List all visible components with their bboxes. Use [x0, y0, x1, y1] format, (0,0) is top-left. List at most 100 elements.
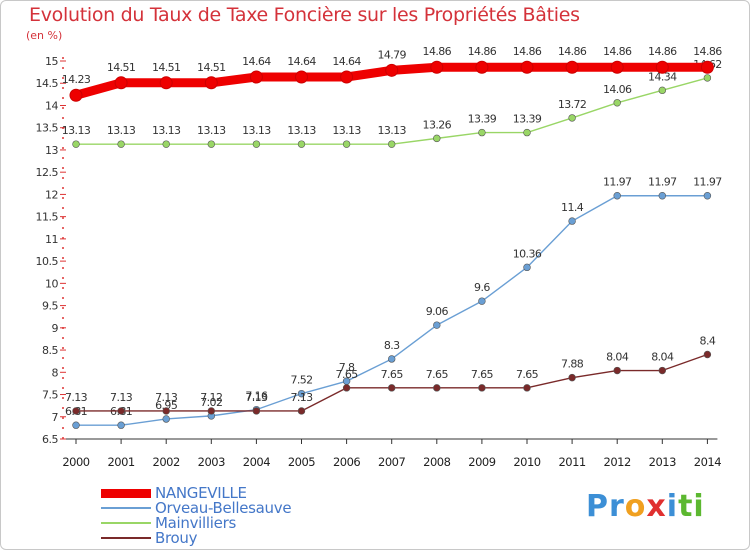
data-label: 11.97	[648, 176, 677, 189]
data-point	[478, 128, 486, 137]
data-point	[433, 134, 441, 143]
data-label: 10.36	[513, 247, 542, 260]
data-point	[658, 86, 666, 95]
unit-label: (en %)	[26, 29, 63, 42]
proxiti-logo: Proxiti	[586, 489, 705, 524]
data-point	[478, 297, 486, 305]
data-point	[162, 140, 170, 148]
data-label: 13.13	[242, 124, 271, 137]
data-point	[523, 384, 531, 392]
data-label: 14.86	[558, 45, 587, 58]
data-label: 14.51	[107, 61, 136, 74]
y-tick-label: 9.5	[42, 300, 58, 313]
data-label: 7.13	[155, 391, 178, 404]
y-tick-label: 11	[45, 233, 58, 246]
data-point	[72, 421, 80, 429]
x-tick-label: 2001	[107, 455, 134, 469]
data-label: 7.65	[471, 368, 494, 381]
legend-swatch	[101, 507, 151, 509]
data-label: 14.23	[62, 73, 91, 86]
data-point	[388, 355, 396, 363]
data-label: 11.97	[603, 176, 632, 189]
x-tick-label: 2014	[694, 455, 721, 469]
data-label: 14.64	[242, 55, 271, 68]
y-tick-label: 10	[45, 277, 58, 290]
y-tick-label: 15	[45, 55, 58, 68]
y-tick-label: 11.5	[36, 211, 59, 224]
data-label: 14.86	[423, 45, 452, 58]
data-label: 7.65	[336, 368, 359, 381]
data-label: 7.13	[110, 391, 133, 404]
data-label: 6.95	[155, 399, 178, 412]
y-tick-label: 14	[45, 99, 58, 112]
data-label: 9.06	[426, 305, 449, 318]
y-tick-label: 13.5	[36, 122, 59, 135]
legend-label: Mainvilliers	[155, 514, 236, 532]
logo-letter: t	[678, 489, 694, 524]
x-tick-label: 2009	[468, 455, 495, 469]
x-tick-label: 2011	[558, 455, 585, 469]
legend-item: Orveau-Bellesauve	[101, 499, 361, 517]
data-point	[204, 76, 218, 90]
data-label: 14.51	[197, 61, 226, 74]
legend-label: NANGEVILLE	[155, 484, 247, 502]
data-point	[523, 263, 531, 272]
data-point	[433, 321, 441, 329]
y-tick-label: 10.5	[36, 255, 59, 268]
data-point	[162, 407, 170, 415]
data-point	[658, 192, 666, 200]
data-label: 7.52	[290, 374, 312, 387]
data-label: 14.64	[287, 55, 316, 68]
data-label: 7.88	[561, 358, 584, 371]
data-label: 7.65	[516, 368, 539, 381]
data-label: 13.39	[513, 113, 542, 126]
data-point	[655, 60, 669, 74]
data-point	[703, 192, 712, 200]
data-point	[565, 60, 579, 74]
data-point	[297, 389, 306, 398]
data-point	[478, 384, 486, 392]
data-point	[72, 407, 80, 415]
data-label: 14.86	[468, 45, 497, 58]
data-point	[430, 60, 444, 74]
data-point	[117, 421, 125, 429]
x-tick-label: 2008	[423, 455, 450, 469]
data-point	[700, 60, 714, 74]
y-tick-label: 9	[52, 322, 59, 335]
logo-letter: x	[646, 489, 667, 524]
data-point	[117, 140, 125, 148]
data-label: 14.06	[603, 83, 632, 96]
data-label: 13.26	[423, 118, 452, 131]
data-point	[475, 60, 489, 74]
logo-letter: i	[693, 489, 705, 524]
data-point	[159, 76, 173, 90]
data-point	[613, 366, 621, 375]
data-point	[252, 407, 261, 415]
data-point	[610, 60, 624, 74]
y-tick-label: 7	[52, 411, 59, 424]
data-label: 14.51	[152, 61, 181, 74]
y-tick-label: 8.5	[42, 344, 58, 357]
data-point	[297, 140, 306, 148]
data-point	[568, 373, 576, 382]
y-tick-label: 7.5	[42, 389, 58, 402]
data-label: 8.04	[606, 351, 629, 364]
data-point	[252, 140, 261, 148]
x-tick-label: 2000	[62, 455, 89, 469]
data-label: 7.13	[65, 391, 88, 404]
y-tick-label: 12	[45, 188, 58, 201]
data-label: 14.64	[332, 55, 361, 68]
x-tick-label: 2006	[333, 455, 360, 469]
data-label: 11.4	[561, 201, 584, 214]
data-label: 7.65	[381, 368, 404, 381]
data-point	[568, 217, 576, 225]
y-tick-label: 8	[52, 366, 59, 379]
chart-legend: NANGEVILLE Orveau-Bellesauve Mainvilliers B…	[101, 484, 361, 547]
y-tick-label: 12.5	[36, 166, 59, 179]
data-label: 14.86	[648, 45, 677, 58]
logo-letter: P	[586, 489, 609, 524]
data-point	[295, 70, 308, 84]
data-point	[114, 76, 128, 90]
data-point	[520, 60, 534, 74]
